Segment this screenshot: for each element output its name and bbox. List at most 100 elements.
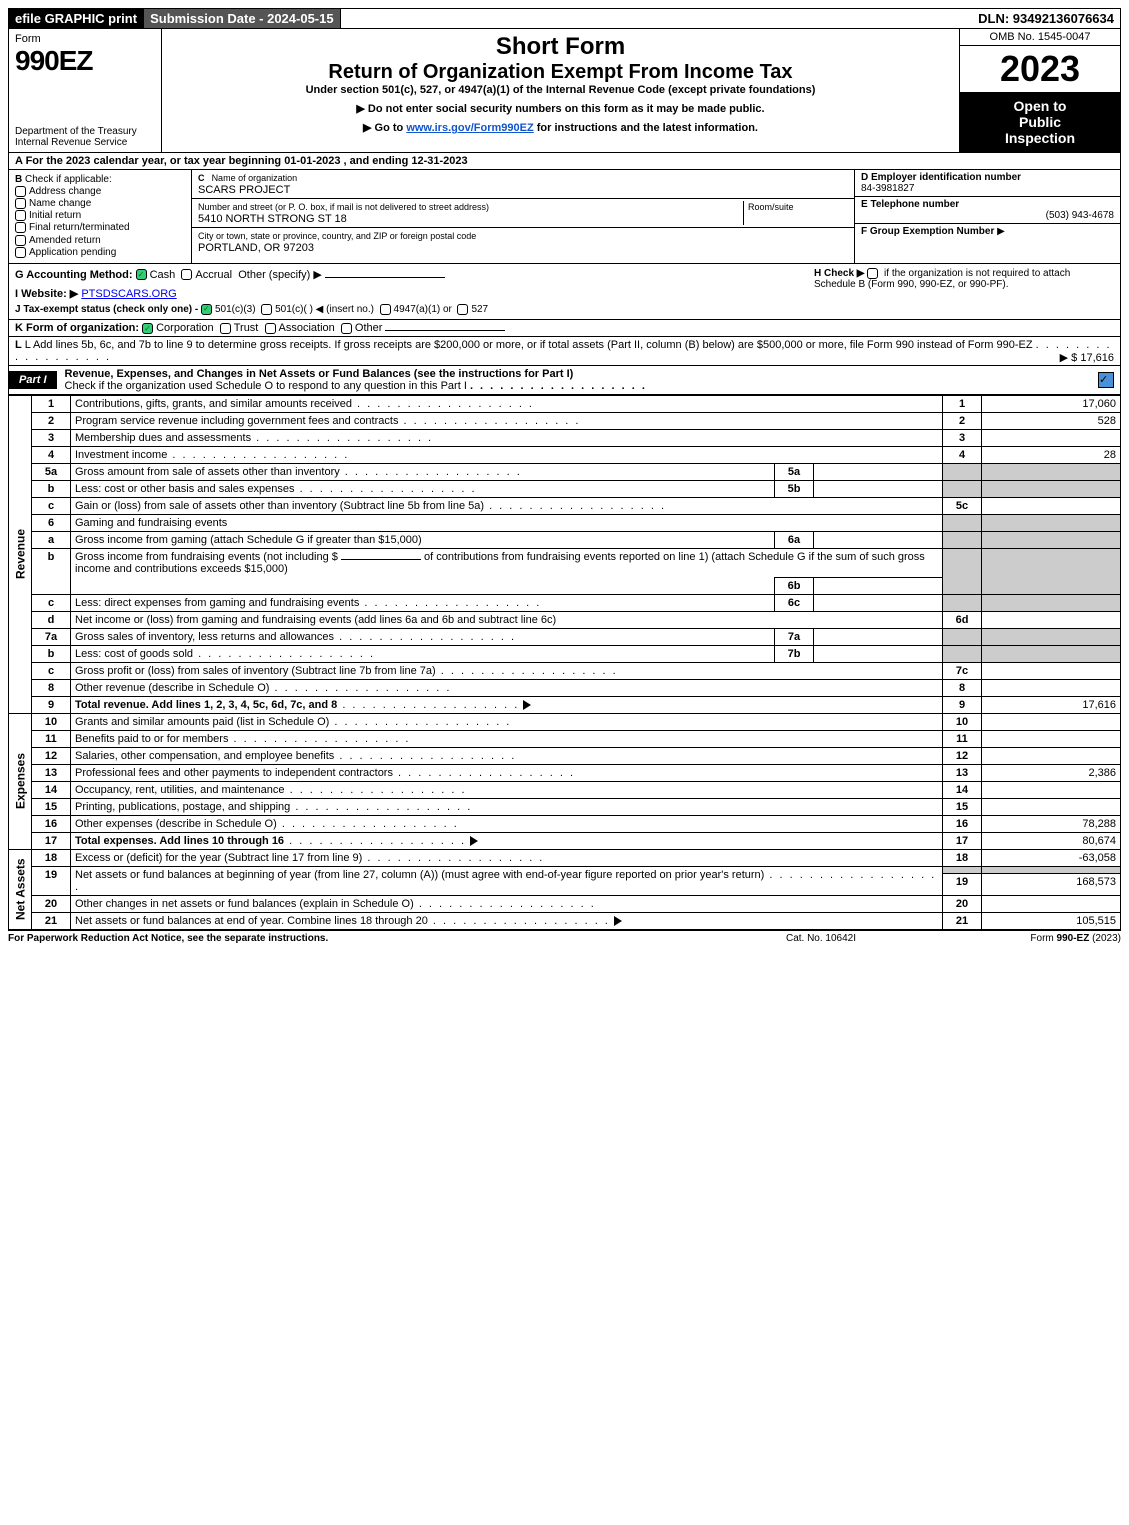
line-7c-desc: Gross profit or (loss) from sales of inv… [75,665,436,677]
submission-date: Submission Date - 2024-05-15 [144,9,341,28]
line-5b-desc: Less: cost or other basis and sales expe… [75,483,295,495]
line-5c-desc: Gain or (loss) from sale of assets other… [75,500,484,512]
chk-other[interactable] [341,323,352,334]
goto-note: ▶ Go to www.irs.gov/Form990EZ for instru… [170,121,951,134]
line-6a-midval [814,531,943,548]
row-a-calendar: A For the 2023 calendar year, or tax yea… [8,153,1121,170]
irs-link[interactable]: www.irs.gov/Form990EZ [406,122,533,134]
line-6d-ln: 6d [943,611,982,628]
col-de: D Employer identification number 84-3981… [854,170,1120,263]
line-6-ln [943,514,982,531]
ein-label: D Employer identification number [861,172,1114,183]
line-14-ln: 14 [943,781,982,798]
line-5b-mid: 5b [775,480,814,497]
line-3-ln: 3 [943,429,982,446]
line-9-ln: 9 [943,696,982,713]
line-5b-midval [814,480,943,497]
line-12-ln: 12 [943,747,982,764]
line-3-val [982,429,1121,446]
line-2-ln: 2 [943,412,982,429]
line-2-val: 528 [982,412,1121,429]
line-6b-ln [943,548,982,594]
line-16-val: 78,288 [982,815,1121,832]
line-9-val: 17,616 [982,696,1121,713]
chk-accrual[interactable] [181,269,192,280]
chk-name-change[interactable]: Name change [15,198,185,209]
goto-post: for instructions and the latest informat… [537,122,758,134]
goto-pre: ▶ Go to [363,122,406,134]
open-l2: Public [964,114,1116,130]
line-5a-mid: 5a [775,463,814,480]
chk-trust[interactable] [220,323,231,334]
line-5c-ln: 5c [943,497,982,514]
chk-amended-return[interactable]: Amended return [15,235,185,246]
chk-4947[interactable] [380,304,391,315]
chk-cash[interactable] [136,269,147,280]
title-block: Form 990EZ Department of the Treasury In… [8,29,1121,153]
chk-initial-return[interactable]: Initial return [15,210,185,221]
line-17-no: 17 [32,832,71,849]
line-5c-val [982,497,1121,514]
line-6-val [982,514,1121,531]
dept-treasury: Department of the Treasury [15,126,155,137]
dept-irs: Internal Revenue Service [15,137,155,148]
chk-501c[interactable] [261,304,272,315]
chk-501c3[interactable] [201,304,212,315]
line-14-desc: Occupancy, rent, utilities, and maintena… [75,784,285,796]
j-label: J Tax-exempt status (check only one) - [15,304,198,315]
line-2-no: 2 [32,412,71,429]
line-11-no: 11 [32,730,71,747]
line-15-val [982,798,1121,815]
line-18-ln: 18 [943,849,982,866]
line-16-ln: 16 [943,815,982,832]
line-13-desc: Professional fees and other payments to … [75,767,393,779]
city-label: City or town, state or province, country… [198,231,476,241]
line-7a-ln [943,628,982,645]
line-6d-val [982,611,1121,628]
line-18-no: 18 [32,849,71,866]
line-11-desc: Benefits paid to or for members [75,733,228,745]
line-6d-desc: Net income or (loss) from gaming and fun… [71,611,943,628]
line-19-val: 168,573 [982,873,1121,895]
line-6-no: 6 [32,514,71,531]
col-b: B Check if applicable: Address change Na… [9,170,192,263]
return-title: Return of Organization Exempt From Incom… [170,61,951,84]
line-1-no: 1 [32,395,71,412]
chk-527[interactable] [457,304,468,315]
line-1-desc: Contributions, gifts, grants, and simila… [75,398,352,410]
line-5a-no: 5a [32,463,71,480]
title-right: OMB No. 1545-0047 2023 Open to Public In… [959,29,1120,152]
line-6a-no: a [32,531,71,548]
open-l1: Open to [964,98,1116,114]
chk-final-return[interactable]: Final return/terminated [15,222,185,233]
ssn-warning: ▶ Do not enter social security numbers o… [170,102,951,115]
chk-application-pending[interactable]: Application pending [15,247,185,258]
line-16-no: 16 [32,815,71,832]
website-link[interactable]: PTSDSCARS.ORG [81,288,176,300]
line-10-val [982,713,1121,730]
row-l: L L Add lines 5b, 6c, and 7b to line 9 t… [8,337,1121,366]
line-5b-val [982,480,1121,497]
c-label: C [198,173,205,183]
chk-association[interactable] [265,323,276,334]
l-text: L Add lines 5b, 6c, and 7b to line 9 to … [25,339,1033,351]
line-17-ln: 17 [943,832,982,849]
line-6b-midval [814,577,943,594]
line-13-ln: 13 [943,764,982,781]
part1-checkbox[interactable]: ✓ [1098,372,1114,388]
line-2-desc: Program service revenue including govern… [75,415,398,427]
line-4-desc: Investment income [75,449,167,461]
line-7b-ln [943,645,982,662]
chk-address-change[interactable]: Address change [15,186,185,197]
line-6c-desc: Less: direct expenses from gaming and fu… [75,597,359,609]
line-7b-val [982,645,1121,662]
chk-corporation[interactable] [142,323,153,334]
line-6a-mid: 6a [775,531,814,548]
line-15-desc: Printing, publications, postage, and shi… [75,801,290,813]
line-3-desc: Membership dues and assessments [75,432,251,444]
line-6c-mid: 6c [775,594,814,611]
line-12-no: 12 [32,747,71,764]
line-8-no: 8 [32,679,71,696]
line-5b-ln [943,480,982,497]
chk-sched-b[interactable] [867,268,878,279]
